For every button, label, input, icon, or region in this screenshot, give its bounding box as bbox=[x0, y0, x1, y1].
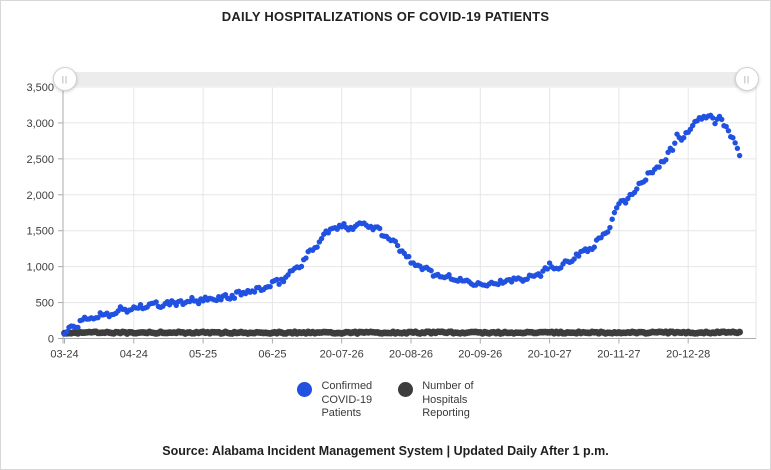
confirmed-series[interactable] bbox=[61, 112, 743, 337]
x-axis-tick-label: 20-08-26 bbox=[389, 349, 433, 361]
drag-grip-icon: || bbox=[743, 74, 751, 84]
y-axis-tick-label: 1,500 bbox=[26, 226, 54, 238]
legend-label: Number of Hospitals Reporting bbox=[422, 380, 474, 419]
x-axis-tick-label: 20-07-26 bbox=[320, 349, 364, 361]
axes-layer: 0 500 1,000 1,500 2,000 2,500 3,000 3,500 03-24 0… bbox=[26, 82, 756, 361]
grid-layer bbox=[63, 86, 757, 339]
x-axis-tick-label: 20-12-28 bbox=[666, 349, 710, 361]
x-axis-tick-label: 06-25 bbox=[258, 349, 286, 361]
slider-left-handle[interactable]: || bbox=[53, 67, 77, 91]
x-axis-tick-label: 03-24 bbox=[50, 349, 78, 361]
y-axis-tick-label: 3,000 bbox=[26, 118, 54, 130]
legend-label: Confirmed COVID-19 Patients bbox=[321, 380, 373, 419]
chart-title: DAILY HOSPITALIZATIONS OF COVID-19 PATIE… bbox=[221, 9, 550, 24]
x-axis-tick-label: 04-24 bbox=[120, 349, 148, 361]
y-axis-tick-label: 1,000 bbox=[26, 262, 54, 274]
confirmed-patients-dot-icon bbox=[297, 382, 313, 397]
chart-legend: Confirmed COVID-19 Patients Number of Ho… bbox=[1, 380, 770, 421]
x-axis-tick-label: 05-25 bbox=[189, 349, 217, 361]
y-axis-tick-label: 3,500 bbox=[26, 82, 54, 94]
time-range-slider-track[interactable] bbox=[63, 72, 749, 86]
x-axis-tick-label: 20-09-26 bbox=[458, 349, 502, 361]
x-axis-tick-label: 20-10-27 bbox=[528, 349, 572, 361]
legend-item-hospitals-reporting[interactable]: Number of Hospitals Reporting bbox=[398, 380, 474, 421]
legend-item-confirmed-patients[interactable]: Confirmed COVID-19 Patients bbox=[297, 380, 372, 421]
y-axis-tick-label: 0 bbox=[48, 334, 54, 346]
slider-right-handle[interactable]: || bbox=[735, 67, 759, 91]
y-axis-tick-label: 2,000 bbox=[26, 190, 54, 202]
x-axis-tick-label: 20-11-27 bbox=[597, 349, 640, 361]
drag-grip-icon: || bbox=[61, 74, 69, 84]
source-attribution: Source: Alabama Incident Management Syst… bbox=[162, 444, 609, 458]
y-axis-tick-label: 500 bbox=[36, 298, 54, 310]
hospitals-reporting-dot-icon bbox=[398, 382, 414, 397]
y-axis-tick-label: 2,500 bbox=[26, 154, 54, 166]
hospitals-series[interactable] bbox=[61, 328, 744, 337]
